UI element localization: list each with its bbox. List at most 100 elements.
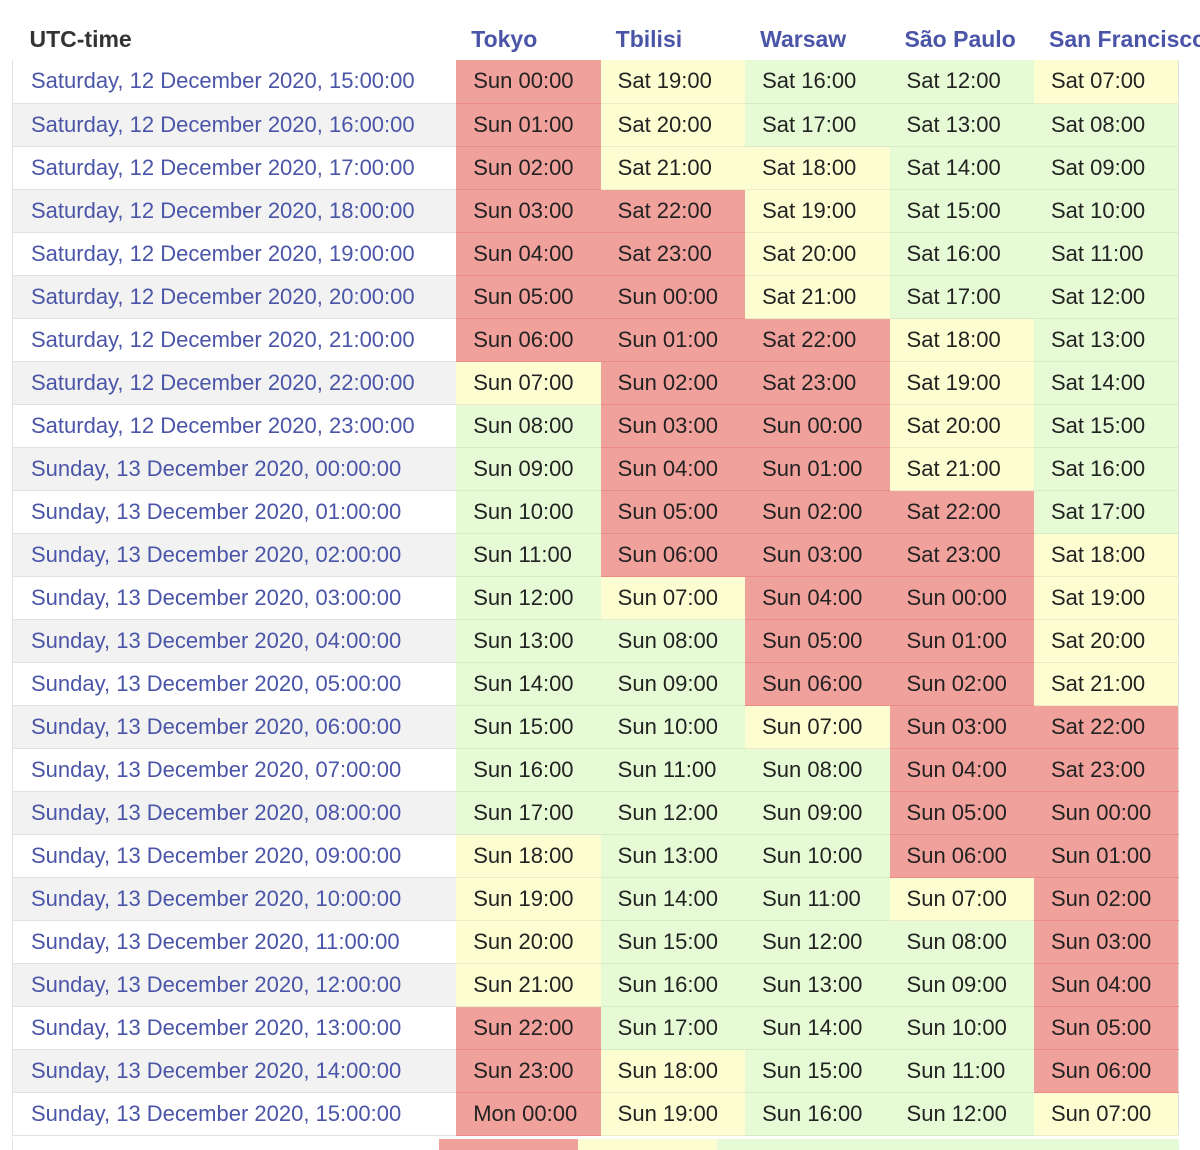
local-time-cell: Sun 03:00: [745, 533, 890, 577]
utc-time-link[interactable]: Saturday, 12 December 2020, 23:00:00: [12, 404, 457, 448]
partial-row-cell: [717, 1139, 856, 1150]
local-time-cell: Sun 12:00: [456, 576, 601, 620]
local-time-cell: Sun 14:00: [600, 877, 746, 921]
utc-time-link[interactable]: Saturday, 12 December 2020, 22:00:00: [12, 361, 457, 405]
local-time-cell: Sat 17:00: [1033, 490, 1179, 534]
local-time-cell: Sun 07:00: [600, 576, 746, 620]
city-header-san-francisco[interactable]: San Francisco: [1048, 25, 1200, 52]
utc-time-link[interactable]: Saturday, 12 December 2020, 17:00:00: [12, 146, 457, 190]
utc-time-link[interactable]: Sunday, 13 December 2020, 10:00:00: [12, 877, 457, 921]
utc-time-link[interactable]: Saturday, 12 December 2020, 20:00:00: [12, 275, 457, 319]
utc-time-link[interactable]: Sunday, 13 December 2020, 05:00:00: [12, 662, 457, 706]
table-row: Sunday, 13 December 2020, 09:00:00 Sun 18…: [12, 834, 1179, 878]
table-row: Sunday, 13 December 2020, 03:00:00 Sun 12…: [12, 576, 1179, 620]
local-time-cell: Sun 00:00: [600, 275, 746, 319]
utc-time-link[interactable]: Sunday, 13 December 2020, 01:00:00: [12, 490, 457, 534]
utc-time-link[interactable]: Sunday, 13 December 2020, 13:00:00: [12, 1006, 457, 1050]
local-time-cell: Sat 23:00: [745, 361, 890, 405]
table-row: Sunday, 13 December 2020, 14:00:00 Sun 23…: [12, 1049, 1179, 1093]
local-time-cell: Sun 07:00: [745, 705, 890, 749]
table-row: Sunday, 13 December 2020, 08:00:00 Sun 17…: [12, 791, 1179, 835]
local-time-cell: Sat 14:00: [1033, 361, 1179, 405]
utc-time-link[interactable]: Sunday, 13 December 2020, 07:00:00: [12, 748, 457, 792]
table-row: Saturday, 12 December 2020, 23:00:00 Sun …: [12, 404, 1179, 448]
utc-time-link[interactable]: Sunday, 13 December 2020, 08:00:00: [12, 791, 457, 835]
local-time-cell: Sun 11:00: [745, 877, 890, 921]
utc-time-link[interactable]: Sunday, 13 December 2020, 11:00:00: [12, 920, 457, 964]
table-row: Sunday, 13 December 2020, 04:00:00 Sun 13…: [12, 619, 1179, 663]
local-time-cell: Sat 20:00: [1033, 619, 1179, 663]
local-time-cell: Sun 05:00: [745, 619, 890, 663]
local-time-cell: Sat 12:00: [889, 60, 1034, 104]
utc-time-link[interactable]: Sunday, 13 December 2020, 03:00:00: [12, 576, 457, 620]
local-time-cell: Sun 05:00: [456, 275, 601, 319]
local-time-cell: Sun 15:00: [600, 920, 746, 964]
local-time-cell: Sat 19:00: [745, 189, 890, 233]
utc-time-link[interactable]: Saturday, 12 December 2020, 15:00:00: [12, 60, 457, 104]
utc-time-link[interactable]: Sunday, 13 December 2020, 09:00:00: [12, 834, 457, 878]
local-time-cell: Sun 09:00: [889, 963, 1034, 1007]
local-time-cell: Sun 20:00: [456, 920, 601, 964]
local-time-cell: Sat 11:00: [1033, 232, 1179, 276]
local-time-cell: Sat 15:00: [889, 189, 1034, 233]
local-time-cell: Sat 21:00: [600, 146, 746, 190]
local-time-cell: Sun 11:00: [600, 748, 746, 792]
utc-time-link[interactable]: Sunday, 13 December 2020, 14:00:00: [12, 1049, 457, 1093]
table-row: Sunday, 13 December 2020, 05:00:00 Sun 14…: [12, 662, 1179, 706]
partial-row-cell: [856, 1139, 995, 1150]
table-row: Saturday, 12 December 2020, 15:00:00 Sun …: [12, 60, 1179, 104]
utc-time-link[interactable]: Sunday, 13 December 2020, 12:00:00: [12, 963, 457, 1007]
local-time-cell: Sun 06:00: [600, 533, 746, 577]
local-time-cell: Sun 10:00: [456, 490, 601, 534]
utc-time-link[interactable]: Sunday, 13 December 2020, 06:00:00: [12, 705, 457, 749]
utc-time-link[interactable]: Sunday, 13 December 2020, 04:00:00: [12, 619, 457, 663]
utc-time-header: UTC-time: [29, 25, 132, 52]
table-row: Saturday, 12 December 2020, 17:00:00 Sun …: [12, 146, 1179, 190]
local-time-cell: Sat 22:00: [889, 490, 1034, 534]
local-time-cell: Sun 03:00: [889, 705, 1034, 749]
table-row: Sunday, 13 December 2020, 11:00:00 Sun 20…: [12, 920, 1179, 964]
local-time-cell: Sun 12:00: [600, 791, 746, 835]
table-row: Saturday, 12 December 2020, 22:00:00 Sun …: [12, 361, 1179, 405]
table-row: Saturday, 12 December 2020, 20:00:00 Sun …: [12, 275, 1179, 319]
local-time-cell: Sun 09:00: [600, 662, 746, 706]
utc-time-link[interactable]: Saturday, 12 December 2020, 21:00:00: [12, 318, 457, 362]
table-row: Sunday, 13 December 2020, 10:00:00 Sun 19…: [12, 877, 1179, 921]
local-time-cell: Sun 02:00: [1033, 877, 1179, 921]
utc-time-link[interactable]: Sunday, 13 December 2020, 00:00:00: [12, 447, 457, 491]
utc-time-link[interactable]: Saturday, 12 December 2020, 16:00:00: [12, 103, 457, 147]
local-time-cell: Sun 11:00: [889, 1049, 1034, 1093]
local-time-cell: Sun 03:00: [456, 189, 601, 233]
local-time-cell: Sat 19:00: [600, 60, 746, 104]
local-time-cell: Sun 07:00: [889, 877, 1034, 921]
city-header-sao-paulo[interactable]: São Paulo: [904, 25, 1016, 52]
table-row: Saturday, 12 December 2020, 21:00:00 Sun …: [12, 318, 1179, 362]
local-time-cell: Sun 01:00: [600, 318, 746, 362]
local-time-cell: Sat 20:00: [889, 404, 1034, 448]
city-header-tbilisi[interactable]: Tbilisi: [615, 25, 683, 52]
local-time-cell: Sun 15:00: [456, 705, 601, 749]
local-time-cell: Sun 06:00: [1033, 1049, 1179, 1093]
local-time-cell: Sun 13:00: [600, 834, 746, 878]
table-row: Sunday, 13 December 2020, 07:00:00 Sun 16…: [12, 748, 1179, 792]
local-time-cell: Sat 09:00: [1033, 146, 1179, 190]
utc-time-link[interactable]: Saturday, 12 December 2020, 19:00:00: [12, 232, 457, 276]
local-time-cell: Sun 04:00: [600, 447, 746, 491]
local-time-cell: Sun 19:00: [600, 1092, 746, 1136]
local-time-cell: Sun 08:00: [745, 748, 890, 792]
local-time-cell: Sat 16:00: [1033, 447, 1179, 491]
local-time-cell: Sun 23:00: [456, 1049, 601, 1093]
utc-time-link[interactable]: Sunday, 13 December 2020, 02:00:00: [12, 533, 457, 577]
city-header-tokyo[interactable]: Tokyo: [471, 25, 538, 52]
local-time-cell: Sun 06:00: [456, 318, 601, 362]
local-time-cell: Sun 00:00: [745, 404, 890, 448]
local-time-cell: Sun 05:00: [889, 791, 1034, 835]
partial-row-cell: [439, 1139, 578, 1150]
local-time-cell: Sun 08:00: [456, 404, 601, 448]
utc-time-link[interactable]: Sunday, 13 December 2020, 15:00:00: [12, 1092, 457, 1136]
city-header-warsaw[interactable]: Warsaw: [760, 25, 847, 52]
utc-time-link[interactable]: Saturday, 12 December 2020, 18:00:00: [12, 189, 457, 233]
local-time-cell: Sun 14:00: [745, 1006, 890, 1050]
local-time-cell: Sun 02:00: [745, 490, 890, 534]
local-time-cell: Sat 13:00: [1033, 318, 1179, 362]
